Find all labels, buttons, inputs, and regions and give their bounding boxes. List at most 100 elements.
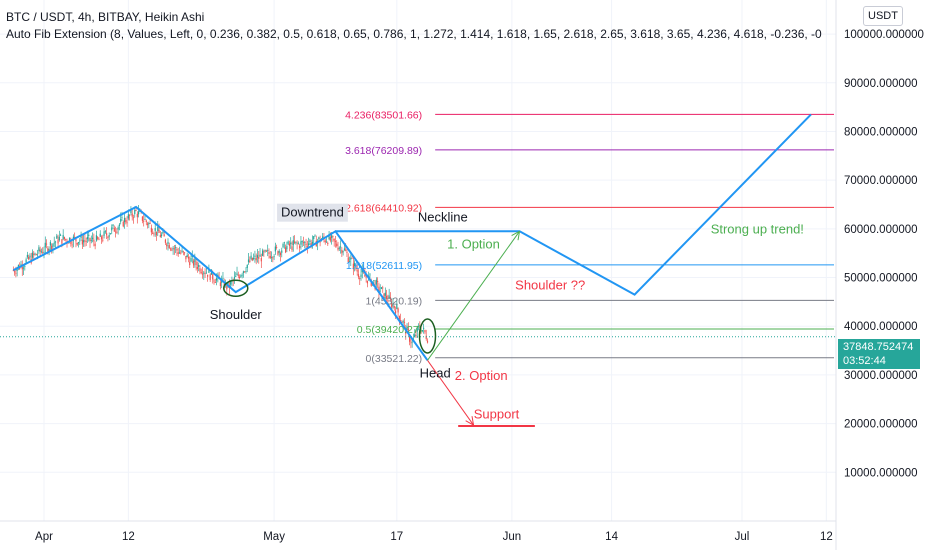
candle-body — [49, 241, 51, 246]
candle-body — [43, 251, 45, 253]
candle-body — [152, 232, 154, 234]
candle-body — [227, 282, 229, 286]
annotation-box — [277, 203, 348, 222]
candle-body — [112, 224, 114, 227]
candle-body — [299, 245, 301, 249]
y-axis[interactable]: 10000.000000 20000.000000 30000.000000 4000… — [844, 29, 924, 479]
candle-body — [276, 247, 278, 248]
candle-body — [52, 243, 54, 247]
candle-body — [219, 282, 222, 287]
x-tick-label: May — [263, 531, 285, 543]
candle-body — [95, 235, 98, 241]
candle-body — [304, 242, 306, 243]
y-tick-label: 70000.000000 — [844, 175, 918, 187]
currency-button[interactable]: USDT — [863, 6, 903, 26]
candle-body — [104, 231, 106, 233]
candle-body — [118, 224, 121, 226]
candle-body — [246, 264, 248, 269]
candle-body — [83, 240, 85, 243]
candle-body — [185, 255, 187, 260]
candle-body — [329, 237, 331, 241]
arrow-head — [517, 231, 521, 241]
candle-body — [269, 255, 271, 258]
candle-body — [305, 243, 307, 246]
candle-body — [398, 315, 400, 320]
candle-body — [173, 248, 175, 250]
candle-body — [77, 242, 80, 244]
candle-body — [91, 237, 94, 239]
candle-body — [343, 248, 346, 250]
candle-body — [334, 240, 337, 242]
candle-body — [308, 243, 310, 246]
candle-body — [402, 321, 404, 323]
candle-body — [411, 341, 413, 343]
candle-body — [74, 236, 76, 238]
candle-body — [346, 251, 348, 253]
candle-body — [331, 235, 333, 238]
x-tick-label: Jun — [503, 531, 522, 543]
fib-label: 4.236(83501.66) — [345, 109, 422, 121]
candle-body — [144, 218, 146, 220]
fib-label: 1(45320.19) — [366, 295, 423, 307]
candle-body — [29, 255, 31, 258]
candle-body — [337, 247, 339, 250]
candle-body — [62, 234, 64, 240]
candle-body — [263, 251, 265, 253]
candle-body — [274, 246, 276, 252]
candle-body — [61, 239, 63, 244]
candle-body — [39, 249, 41, 252]
candle-body — [164, 239, 167, 243]
candle-body — [171, 249, 173, 251]
candle-body — [388, 295, 390, 299]
candle-body — [237, 274, 239, 276]
y-tick-label: 60000.000000 — [844, 224, 918, 236]
y-tick-label: 90000.000000 — [844, 78, 918, 90]
candle-body — [249, 260, 251, 262]
annotation-shoulder: Shoulder — [210, 307, 263, 322]
candle-body — [424, 330, 426, 333]
candle-body — [354, 262, 356, 267]
candle-body — [108, 235, 110, 237]
candle-body — [297, 243, 299, 245]
candle-body — [377, 280, 379, 283]
candle-body — [338, 247, 340, 249]
candle-body — [311, 241, 314, 244]
candle-body — [279, 253, 282, 256]
candle-body — [226, 285, 228, 290]
candle-body — [184, 252, 186, 254]
candle-body — [254, 255, 256, 257]
candle-body — [406, 326, 408, 330]
candle-body — [141, 216, 144, 221]
indicator-legend[interactable]: Auto Fib Extension (8, Values, Left, 0, … — [6, 27, 822, 41]
candle-body — [230, 281, 232, 285]
candle-body — [100, 236, 103, 240]
candle-body — [421, 330, 423, 332]
candle-body — [122, 221, 124, 227]
candle-body — [396, 304, 398, 309]
x-tick-label: Jul — [735, 531, 750, 543]
candle-body — [348, 261, 351, 263]
candle-body — [28, 257, 30, 260]
fib-label: 0(33521.22) — [366, 353, 423, 365]
candle-body — [159, 235, 161, 238]
candle-body — [426, 340, 429, 343]
candle-body — [48, 248, 50, 251]
candle-body — [102, 239, 104, 241]
candle-body — [186, 254, 188, 258]
candle-body — [68, 237, 71, 241]
x-axis[interactable]: Apr 12 May 17 Jun 14 Jul 12 — [35, 531, 833, 543]
candle-body — [136, 213, 138, 218]
candle-body — [145, 220, 147, 222]
candle-body — [111, 227, 113, 231]
candle-body — [365, 277, 367, 279]
candle-body — [417, 325, 420, 327]
annotation-downtrend: Downtrend — [281, 205, 344, 220]
candle-body — [177, 252, 179, 254]
candle-body — [309, 240, 311, 242]
candle-body — [409, 336, 411, 342]
trend-line — [335, 113, 812, 296]
annotation-shoulder: Shoulder ?? — [515, 278, 585, 293]
arrow-head — [465, 420, 474, 426]
candle-body — [251, 257, 253, 261]
